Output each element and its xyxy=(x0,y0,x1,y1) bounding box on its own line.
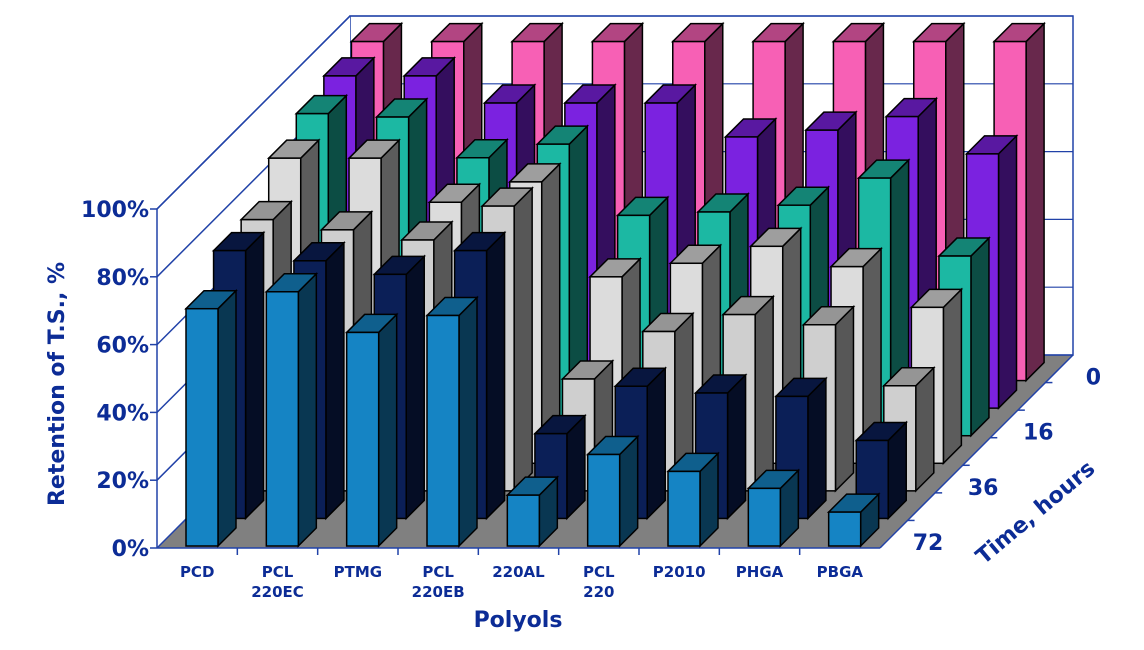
bar-front xyxy=(426,314,460,547)
bar-front xyxy=(185,307,219,547)
x-tick-label-line: PCL xyxy=(422,563,454,581)
bar-side xyxy=(970,236,990,438)
x-tick-label-line: 220 xyxy=(583,583,614,601)
bar xyxy=(746,468,801,548)
bar-side xyxy=(217,288,237,548)
bar xyxy=(344,312,399,548)
y-tick-label: 60% xyxy=(96,334,149,359)
bar-front xyxy=(747,487,782,547)
bar-side xyxy=(726,373,747,521)
x-tick-label-line: P2010 xyxy=(653,563,706,581)
bar-front xyxy=(586,453,621,547)
bar-side xyxy=(458,295,478,548)
left-wall-top-edge xyxy=(156,15,351,210)
bar-side xyxy=(915,365,935,493)
x-tick-label: 220AL xyxy=(492,563,545,581)
bar-side xyxy=(405,254,425,521)
bar-front xyxy=(345,331,380,547)
x-tick-label-line: 220AL xyxy=(492,563,545,581)
depth-axis-line xyxy=(879,354,1074,549)
bar xyxy=(585,434,640,548)
bar-side xyxy=(485,230,506,521)
y-tick-label: 80% xyxy=(96,266,149,291)
x-tick-label: PCL 220EB xyxy=(412,563,465,601)
y-axis-title: Retention of T.S., % xyxy=(45,262,70,506)
bar-side xyxy=(997,134,1018,410)
bar-front xyxy=(667,470,701,547)
bar xyxy=(425,295,479,548)
bar xyxy=(505,475,560,548)
bar-front xyxy=(827,511,862,547)
bar-side xyxy=(377,312,398,548)
bar-side xyxy=(244,230,265,521)
bar-side xyxy=(754,294,774,493)
bar-side xyxy=(325,240,345,521)
bar xyxy=(826,492,881,548)
bar-front xyxy=(506,494,541,547)
depth-tick-label: 16 xyxy=(1023,421,1054,446)
x-tick-label-line: PCL xyxy=(583,563,615,581)
x-tick-label: P2010 xyxy=(653,563,706,581)
bar-side xyxy=(1025,21,1045,383)
bar-front xyxy=(265,291,300,547)
depth-axis-title: Time, hours xyxy=(972,456,1101,570)
x-tick-label-line: 220EC xyxy=(251,583,304,601)
bar-side xyxy=(297,271,318,548)
depth-tick-label: 0 xyxy=(1086,366,1101,391)
x-tick-label: PCL 220 xyxy=(583,563,615,601)
bar-side xyxy=(834,304,855,493)
x-tick-label: PTMG xyxy=(334,563,382,581)
x-tick-label-line: PTMG xyxy=(334,563,382,581)
x-tick-label: PHGA xyxy=(736,563,784,581)
bar-side xyxy=(513,186,533,493)
x-tick-label: PCL 220EC xyxy=(251,563,304,601)
depth-tick-label: 72 xyxy=(913,531,944,556)
x-tick-label: PBGA xyxy=(817,563,864,581)
x-tick-label-line: PCD xyxy=(180,563,214,581)
depth-tick-label: 36 xyxy=(968,476,999,501)
x-tick-label-line: PCL xyxy=(262,563,294,581)
x-tick-label-line: PBGA xyxy=(817,563,864,581)
x-axis-title: Polyols xyxy=(474,608,563,633)
y-tick-label: 40% xyxy=(96,401,149,426)
y-tick-label: 20% xyxy=(96,469,149,494)
bar xyxy=(184,288,238,548)
x-tick-label-line: 220EB xyxy=(412,583,465,601)
y-tick-label: 0% xyxy=(112,537,149,562)
bar-side xyxy=(942,287,963,466)
y-tick-label: 100% xyxy=(81,198,149,223)
bar-side xyxy=(646,366,666,521)
bar-side xyxy=(618,434,639,548)
bar-side xyxy=(807,376,827,521)
series-row-72 xyxy=(184,271,881,548)
x-tick-label-line: PHGA xyxy=(736,563,784,581)
x-tick-label: PCD xyxy=(180,563,214,581)
bar xyxy=(666,451,720,548)
bar xyxy=(264,271,319,548)
